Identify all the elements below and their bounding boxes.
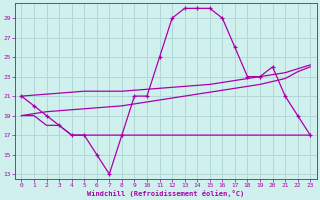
X-axis label: Windchill (Refroidissement éolien,°C): Windchill (Refroidissement éolien,°C) <box>87 190 244 197</box>
